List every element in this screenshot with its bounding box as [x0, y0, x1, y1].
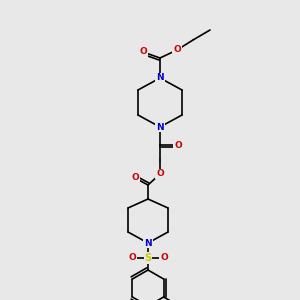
Text: O: O: [160, 254, 168, 262]
Text: O: O: [131, 173, 139, 182]
Text: O: O: [128, 254, 136, 262]
Text: N: N: [156, 122, 164, 131]
Text: N: N: [144, 238, 152, 247]
Text: O: O: [174, 140, 182, 149]
Text: N: N: [156, 74, 164, 82]
Text: O: O: [156, 169, 164, 178]
Text: O: O: [139, 47, 147, 56]
Text: O: O: [173, 46, 181, 55]
Text: S: S: [144, 253, 152, 263]
